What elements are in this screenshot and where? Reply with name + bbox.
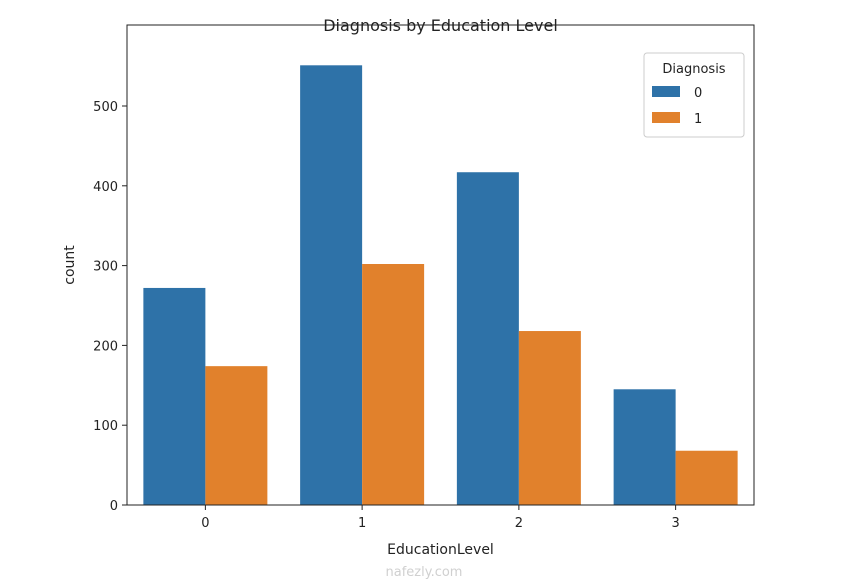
x-axis-label: EducationLevel: [387, 542, 494, 558]
bar-3-diagnosis-0: [613, 389, 676, 505]
legend-title: Diagnosis: [662, 62, 725, 77]
bar-3-diagnosis-1: [675, 450, 738, 505]
legend-label-1: 1: [694, 112, 702, 127]
y-tick-label: 400: [93, 180, 118, 195]
plot-frame: [126, 24, 755, 506]
bar-1-diagnosis-0: [300, 65, 363, 505]
y-tick-label: 100: [93, 419, 118, 434]
y-axis-label: count: [62, 245, 78, 285]
watermark: nafezly.com: [386, 565, 463, 580]
bar-1-diagnosis-1: [362, 264, 425, 505]
x-tick-label: 2: [515, 516, 523, 531]
x-tick-label: 3: [671, 516, 679, 531]
y-tick-label: 200: [93, 339, 118, 354]
legend-swatch-1: [652, 112, 680, 123]
y-tick-label: 500: [93, 100, 118, 115]
bar-0-diagnosis-1: [205, 366, 268, 505]
legend-label-0: 0: [694, 86, 702, 101]
legend-swatch-0: [652, 86, 680, 97]
bar-2-diagnosis-0: [456, 172, 519, 505]
y-tick-label: 300: [93, 260, 118, 275]
bar-0-diagnosis-0: [143, 287, 206, 505]
x-tick-label: 1: [358, 516, 366, 531]
y-tick-label: 0: [110, 499, 118, 514]
bar-2-diagnosis-1: [518, 331, 581, 505]
x-tick-label: 0: [201, 516, 209, 531]
